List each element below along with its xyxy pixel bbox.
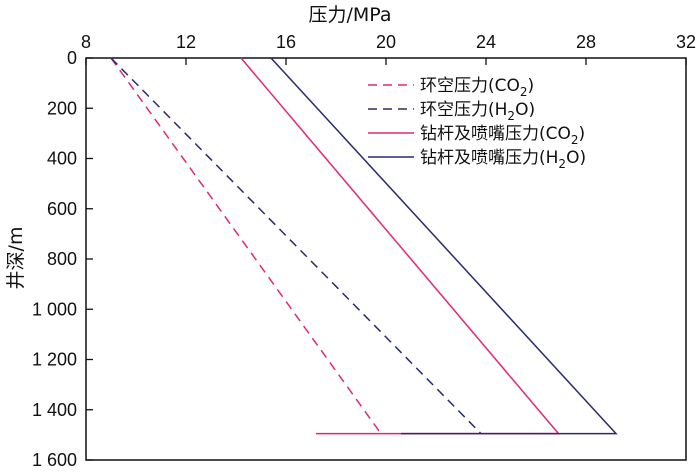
y-tick-label: 1 400 (32, 400, 77, 420)
series-line-4 (270, 57, 618, 435)
axis-ticks: 8 12 16 20 24 28 32 0 200 400 600 800 1 000 1 200 1 40… (32, 32, 696, 470)
legend-label-1: 环空压力(CO2) (420, 76, 534, 99)
x-tick-label: 32 (676, 32, 696, 52)
y-tick-label: 200 (47, 98, 77, 118)
series-line-2 (110, 57, 482, 435)
x-tick-label: 20 (376, 32, 396, 52)
x-tick-label: 8 (81, 32, 91, 52)
legend: 环空压力(CO2)环空压力(H2O)钻杆及喷嘴压力(CO2)钻杆及喷嘴压力(H2… (368, 76, 586, 171)
y-tick-label: 1 600 (32, 450, 77, 470)
x-tick-label: 16 (276, 32, 296, 52)
y-tick-label: 400 (47, 149, 77, 169)
legend-label-2: 环空压力(H2O) (420, 100, 535, 123)
series-layer (110, 57, 618, 435)
legend-label-3: 钻杆及喷嘴压力(CO2) (420, 124, 585, 147)
y-axis-title: 井深/m (5, 227, 27, 290)
y-tick-label: 800 (47, 249, 77, 269)
x-tick-label: 12 (176, 32, 196, 52)
plot-area-frame (85, 57, 687, 461)
x-axis-title: 压力/MPa (308, 4, 391, 26)
x-tick-label: 24 (476, 32, 496, 52)
x-tick-label: 28 (576, 32, 596, 52)
y-tick-label: 0 (67, 48, 77, 68)
y-tick-label: 1 000 (32, 299, 77, 319)
y-tick-label: 1 200 (32, 350, 77, 370)
legend-label-4: 钻杆及喷嘴压力(H2O) (420, 148, 586, 171)
series-line-1 (110, 57, 382, 435)
y-tick-label: 600 (47, 199, 77, 219)
